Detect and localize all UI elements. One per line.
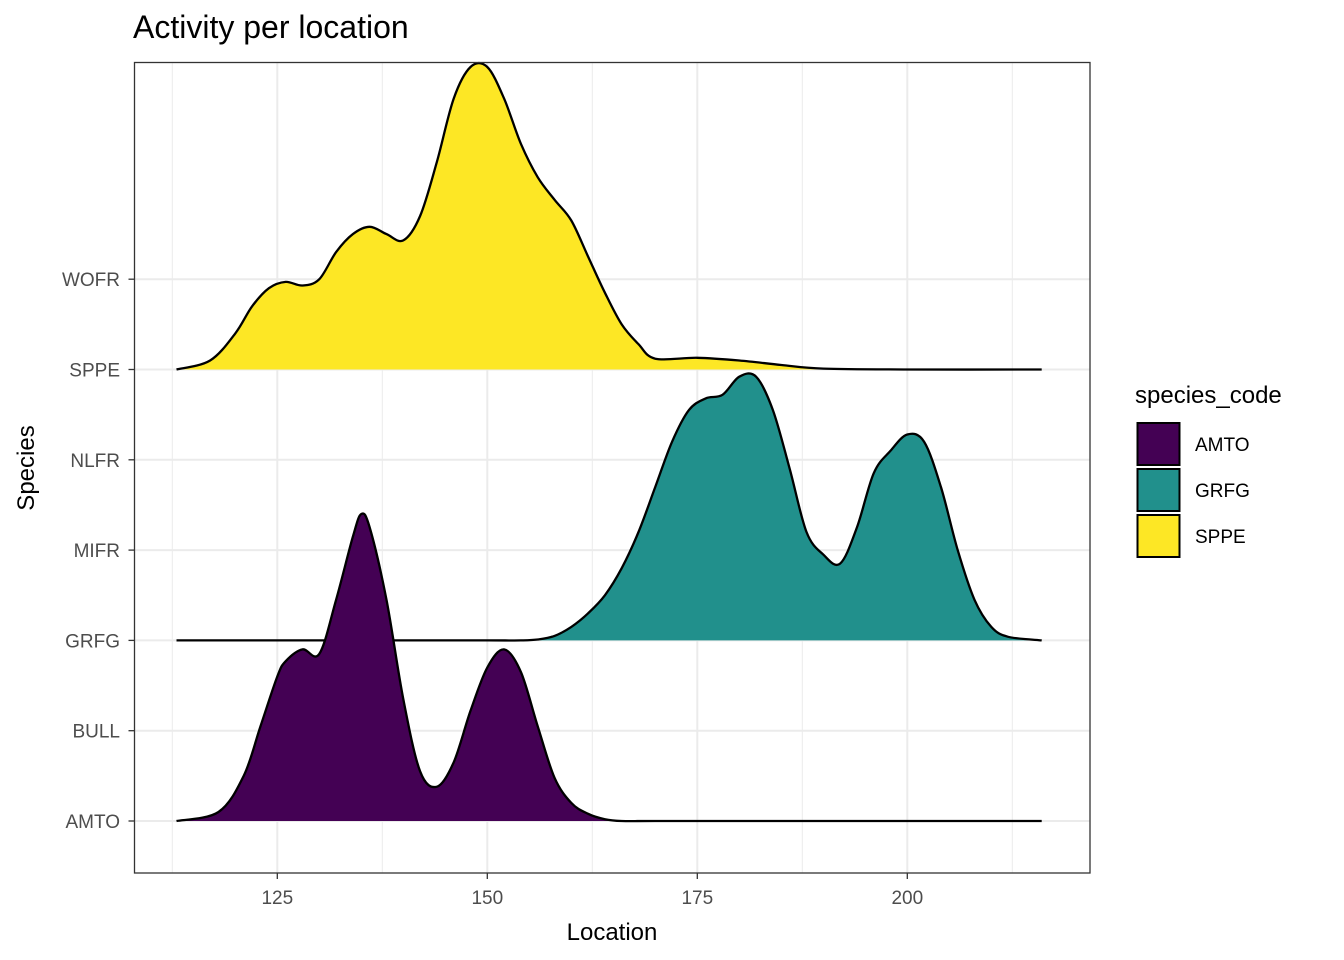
ridge-outline-amto: [176, 512, 1042, 823]
y-tick-label-grfg: GRFG: [65, 631, 120, 652]
x-tick-label: 200: [891, 888, 923, 909]
x-tick-label: 150: [471, 888, 503, 909]
ridge-fill-sppe: [176, 63, 1042, 370]
legend: species_code AMTO GRFG SPPE: [1135, 382, 1282, 558]
y-tick-label-wofr: WOFR: [62, 270, 120, 291]
y-tick-label-nlfr: NLFR: [70, 451, 120, 472]
axis-layer: 125 150 175 200 AMTO BULL GRFG MIFR NLFR SPPE WOFR: [62, 270, 923, 909]
y-tick-label-bull: BULL: [72, 722, 120, 743]
y-axis-title: Species: [13, 425, 40, 510]
y-tick-label-amto: AMTO: [65, 812, 120, 833]
legend-key-sppe: [1136, 514, 1181, 558]
panel-border: [133, 61, 1091, 874]
x-tick-label: 125: [261, 888, 293, 909]
ridge-fill-amto: [176, 513, 1042, 822]
legend-key-grfg: [1136, 468, 1181, 512]
x-axis-title: Location: [567, 919, 658, 946]
y-tick-label-sppe: SPPE: [69, 361, 120, 382]
chart-title: Activity per location: [133, 9, 409, 45]
x-tick-label: 175: [681, 888, 713, 909]
ridge-outline-sppe: [176, 61, 1042, 371]
legend-label-sppe: SPPE: [1195, 527, 1246, 548]
y-tick-label-mifr: MIFR: [74, 541, 120, 562]
legend-title: species_code: [1135, 382, 1282, 409]
ridge-outline-grfg: [176, 372, 1042, 642]
ridge-layer: [176, 61, 1042, 823]
legend-label-amto: AMTO: [1195, 435, 1250, 456]
ridge-fill-grfg: [176, 373, 1042, 641]
legend-key-amto: [1136, 422, 1181, 466]
legend-label-grfg: GRFG: [1195, 481, 1250, 502]
